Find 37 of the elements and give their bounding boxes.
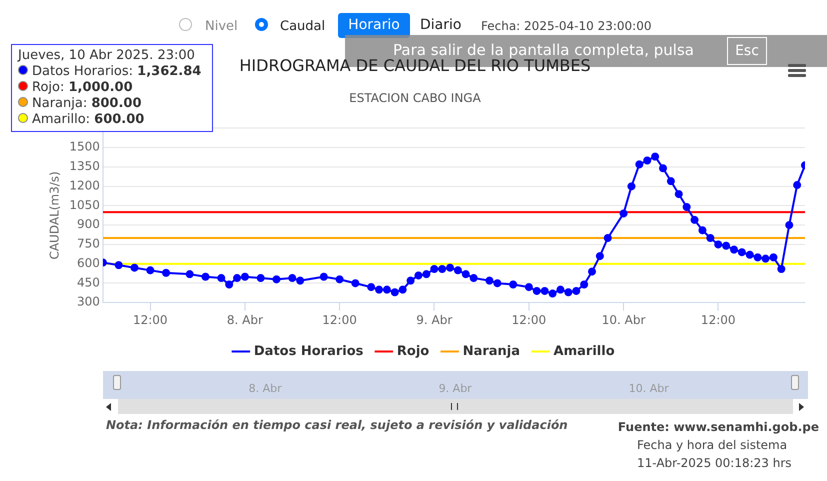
- y-tick-label: 450: [77, 275, 100, 290]
- text: Para salir de la pantalla completa, pulsa: [393, 41, 694, 59]
- y-tick-label: 750: [77, 236, 100, 251]
- x-tick-label: 9. Abr: [416, 312, 452, 327]
- x-tick-label: 8. Abr: [226, 312, 264, 327]
- x-tick-label: 12:00: [700, 312, 736, 327]
- chart-subtitle: ESTACION CABO INGA: [349, 91, 481, 105]
- x-tick-label: 12:00: [132, 312, 168, 327]
- text: 10. Abr: [628, 382, 669, 395]
- text: Nivel: [205, 19, 238, 34]
- legend-label: Naranja: [462, 344, 520, 359]
- y-tick-label: 900: [77, 217, 100, 232]
- legend-label: Amarillo: [554, 344, 615, 359]
- y-tick-label: 1200: [69, 178, 100, 192]
- text: 8. Abr: [248, 382, 282, 395]
- text: Horario: [338, 13, 410, 38]
- x-tick-label: 10. Abr: [602, 312, 646, 327]
- legend-label: Rojo: [396, 344, 430, 359]
- x-tick-label: 12:00: [322, 312, 357, 327]
- text: 9. Abr: [438, 382, 472, 395]
- y-tick-label: 600: [77, 256, 100, 270]
- legend-label: Datos Horarios: [254, 344, 364, 359]
- text: Fecha: 2025-04-10 23:00:00: [481, 19, 652, 33]
- text: Caudal: [280, 19, 326, 34]
- tooltip: Jueves, 10 Abr 2025. 23:00 Datos Horarios: 1,362.84 Rojo: 1,000.00 Naranja: 800.00 Amarillo: 600.00: [11, 44, 213, 132]
- text: Fecha y hora del sistema: [637, 438, 788, 452]
- y-axis-title: CAUDAL(m3/s): [47, 171, 62, 260]
- y-tick-label: 300: [77, 294, 100, 309]
- text: 11-Abr-2025 00:18:23 hrs: [637, 456, 792, 470]
- text: Nota: Información en tiempo casi real, sujeto a revisión y validación: [106, 418, 568, 432]
- text: Diario: [420, 17, 462, 33]
- y-tick-label: 1050: [69, 198, 100, 212]
- y-tick-label: 1500: [69, 140, 100, 154]
- x-tick-label: 12:00: [512, 312, 546, 327]
- y-tick-label: 1350: [69, 159, 100, 174]
- text: Esc: [727, 37, 767, 65]
- source-note: Fuente: www.senamhi.gob.pe: [618, 420, 819, 434]
